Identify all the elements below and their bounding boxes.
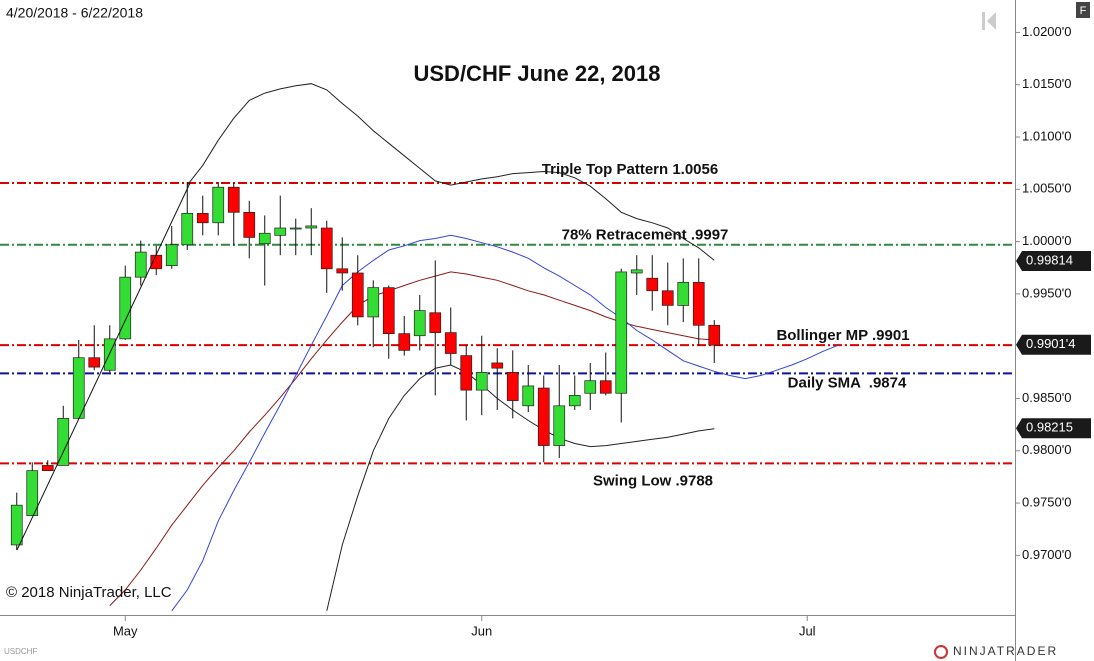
price-marker-label: 0.98215: [1026, 420, 1073, 435]
candle-body: [305, 225, 318, 229]
level-label: Daily SMA .9874: [788, 374, 907, 391]
candle-body: [646, 277, 659, 292]
candle-body: [708, 324, 721, 346]
candle-body: [584, 380, 597, 394]
candle-body: [212, 186, 225, 224]
candle-body: [382, 287, 395, 334]
panel-button[interactable]: [1076, 2, 1090, 18]
y-tick-label: 1.0000'0: [1022, 233, 1071, 248]
candle-body: [196, 213, 209, 224]
candle-body: [10, 504, 23, 546]
candle-body: [88, 357, 101, 368]
candle-body: [351, 272, 364, 318]
x-tick-label: May: [113, 623, 138, 638]
y-tick-label: 0.9700'0: [1022, 547, 1071, 562]
candle-body: [134, 251, 147, 278]
price-marker: [1016, 334, 1091, 355]
level-label: Bollinger MP .9901: [776, 327, 909, 344]
y-tick-label: 0.9800'0: [1022, 442, 1071, 457]
y-tick-label: 0.9750'0: [1022, 495, 1071, 510]
candle-body: [429, 312, 442, 333]
candle-body: [41, 465, 54, 472]
y-tick-label: 1.0050'0: [1022, 181, 1071, 196]
price-marker-label: 0.9901'4: [1026, 336, 1075, 351]
candle-body: [553, 405, 566, 446]
candle-body: [103, 338, 116, 371]
candle-body: [444, 332, 457, 354]
candle-body: [336, 268, 349, 274]
x-tick-label: Jul: [799, 623, 816, 638]
candle-body: [599, 380, 612, 394]
y-tick-label: 1.0200'0: [1022, 24, 1071, 39]
candle-body: [26, 470, 39, 516]
candle-body: [677, 282, 690, 306]
candle-body: [413, 310, 426, 337]
candle-body: [258, 232, 271, 245]
collapse-arrow: [987, 12, 996, 30]
symbol: USDCHF: [4, 647, 37, 656]
y-tick-label: 0.9950'0: [1022, 285, 1071, 300]
y-tick-label: 1.0150'0: [1022, 76, 1071, 91]
candle-body: [506, 371, 519, 401]
candle-body: [537, 387, 550, 446]
level-label: Swing Low .9788: [593, 472, 713, 489]
candle-body: [615, 271, 628, 394]
y-tick-label: 0.9850'0: [1022, 390, 1071, 405]
y-tick-label: 1.0100'0: [1022, 128, 1071, 143]
date-range: 4/20/2018 - 6/22/2018: [6, 5, 143, 21]
indicator-line: [326, 364, 715, 611]
price-marker: [1016, 418, 1091, 439]
logo-icon: [934, 645, 948, 659]
plot-area: [0, 83, 1015, 612]
candle-body: [320, 227, 333, 270]
chart-title: USD/CHF June 22, 2018: [414, 61, 661, 86]
level-label: Triple Top Pattern 1.0056: [542, 161, 718, 178]
indicator-line: [186, 83, 715, 261]
candle-body: [692, 282, 705, 326]
indicator-line: [109, 271, 715, 606]
trend-line: [16, 182, 191, 551]
price-marker-label: 0.99814: [1026, 252, 1073, 267]
panel-button-label: F: [1080, 5, 1087, 17]
candle-body: [398, 333, 411, 351]
price-marker: [1016, 251, 1091, 272]
level-label: 78% Retracement .9997: [562, 227, 729, 244]
candle-body: [289, 227, 302, 230]
candle-body: [630, 269, 643, 274]
candle-body: [522, 385, 535, 407]
candle-body: [72, 357, 85, 419]
candle-body: [57, 418, 70, 466]
collapse-icon[interactable]: [982, 12, 996, 30]
candle-body: [243, 211, 256, 238]
candle-body: [661, 290, 674, 306]
candle-body: [460, 355, 473, 391]
candle-body: [491, 362, 504, 369]
x-tick-label: Jun: [471, 623, 492, 638]
logo: NINJATRADER: [953, 644, 1058, 658]
candle-body: [165, 244, 178, 267]
indicator-line: [171, 234, 839, 612]
candle-body: [227, 186, 240, 213]
collapse-bar: [982, 12, 985, 30]
candle-body: [568, 395, 581, 407]
candle-body: [367, 287, 380, 318]
copyright: © 2018 NinjaTrader, LLC: [6, 584, 172, 601]
candle-body: [274, 227, 287, 236]
candle-body: [475, 371, 488, 391]
candle-body: [181, 213, 194, 246]
